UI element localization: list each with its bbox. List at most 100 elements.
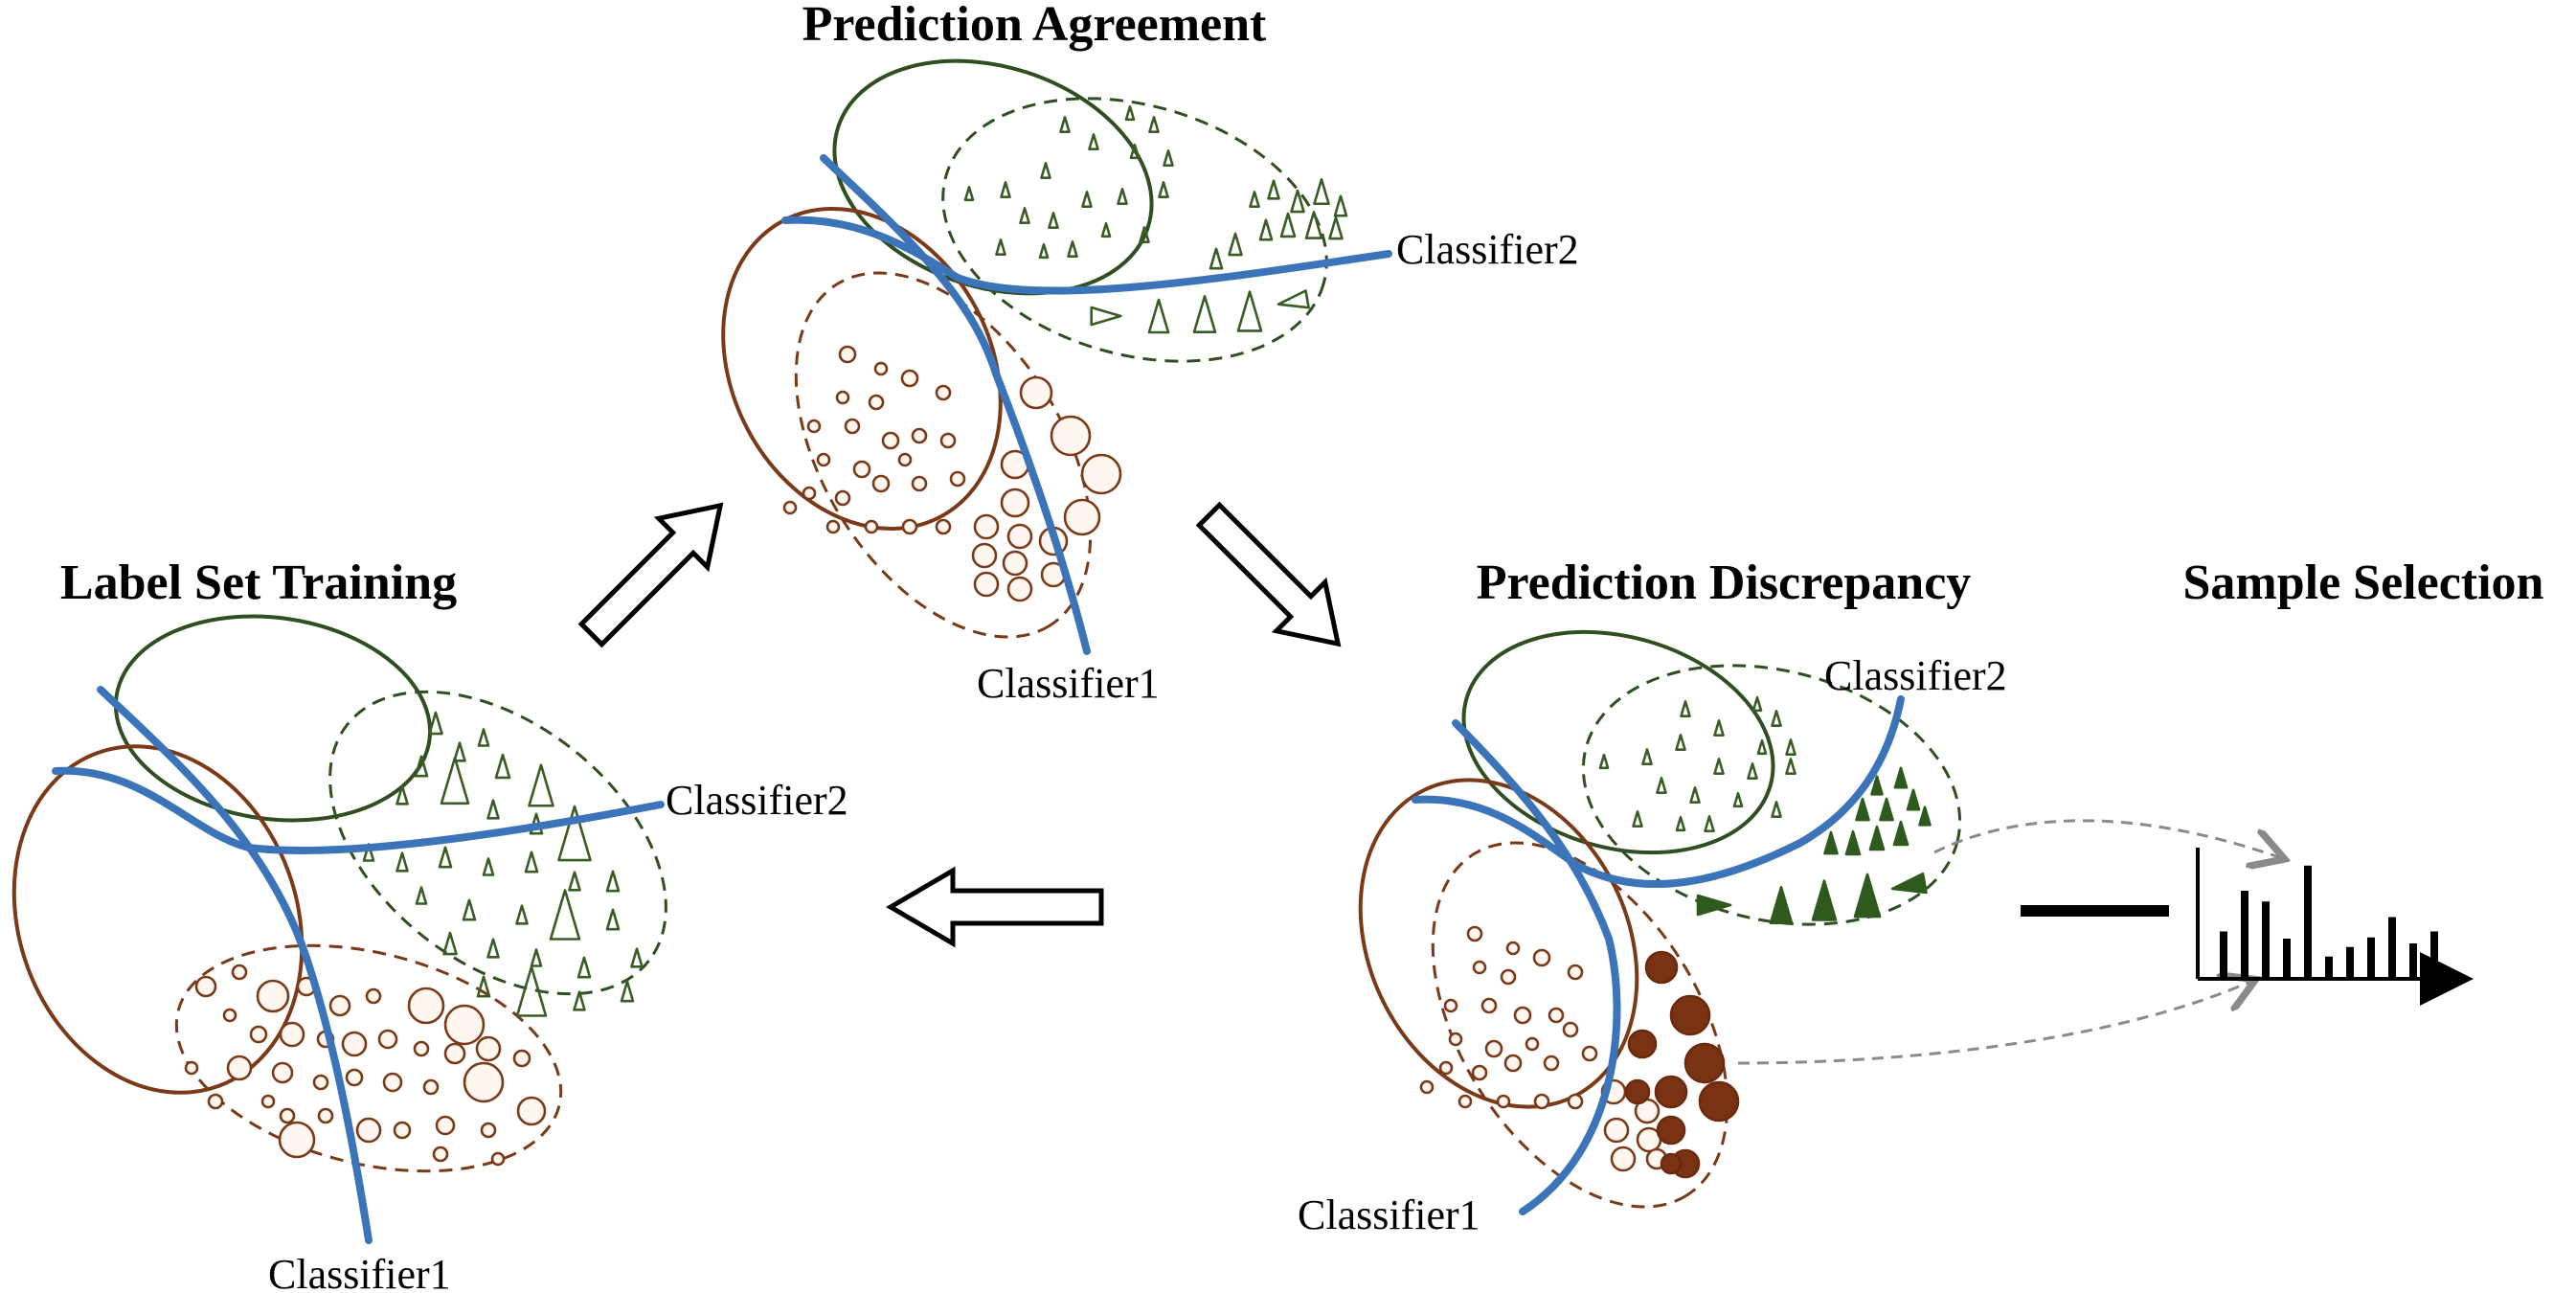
circle-marker: [194, 975, 217, 998]
circle-marker: [260, 1094, 276, 1109]
triangle-marker: [1258, 218, 1274, 241]
circle-marker: [973, 571, 1000, 598]
label-classifier1-1: Classifier1: [268, 1251, 451, 1293]
histogram-bar: [2346, 946, 2354, 977]
circle-marker: [1457, 1094, 1473, 1109]
selection-arrow-circles: [1737, 982, 2250, 1065]
circle-marker: [1006, 523, 1033, 550]
triangle-marker: [1713, 758, 1725, 775]
triangle-marker: [1249, 191, 1260, 208]
triangle-marker: [1158, 181, 1169, 198]
triangle-marker: [530, 948, 543, 967]
circle-marker: [490, 1151, 506, 1167]
circle-marker: [231, 964, 248, 981]
classifier1-boundary-1: [97, 686, 373, 1244]
classifier2-boundary-3: [1412, 695, 1905, 889]
circle-marker: [949, 470, 966, 488]
histogram-bar: [2241, 891, 2248, 977]
circle-marker: [844, 418, 861, 435]
circle-marker: [873, 361, 889, 376]
panel-label-set-training: Label Set Training Classifier2 Classifie…: [11, 556, 848, 1293]
triangle-marker: [1704, 815, 1715, 832]
circle-marker: [1002, 550, 1028, 577]
circle-marker: [868, 394, 885, 411]
triangle-marker: [395, 851, 409, 873]
circle-marker: [1466, 925, 1483, 942]
circle-marker: [971, 542, 998, 569]
triangle-marker: [1090, 306, 1122, 327]
triangle-marker: [440, 756, 470, 805]
circle-marker: [816, 452, 831, 467]
circle-marker: [806, 419, 822, 434]
circle-marker: [1503, 1054, 1523, 1073]
circle-marker: [1050, 415, 1092, 457]
unlabeled-green-region: [941, 97, 1328, 363]
triangle-marker: [1855, 797, 1870, 822]
triangle-marker: [1853, 873, 1882, 919]
triangle-marker: [1641, 748, 1653, 765]
triangle-marker: [1771, 710, 1782, 727]
triangle-marker: [1048, 212, 1059, 229]
triangle-marker: [486, 938, 500, 959]
title-prediction-discrepancy: Prediction Discrepancy: [1477, 556, 1972, 610]
triangle-marker: [1656, 777, 1667, 794]
triangle-marker: [415, 886, 428, 905]
triangle-marker: [1771, 801, 1782, 818]
histogram-bar: [2409, 943, 2417, 977]
circle-marker: [825, 519, 841, 534]
circle-marker: [1438, 1060, 1454, 1076]
circle-marker: [835, 390, 850, 405]
triangle-marker: [1059, 116, 1071, 133]
triangle-marker: [1747, 762, 1758, 780]
circle-marker: [422, 1078, 440, 1096]
circle-marker: [1472, 960, 1487, 975]
triangle-marker: [1598, 753, 1610, 770]
triangle-marker: [414, 755, 429, 778]
classifier2-boundary-2: [781, 216, 1392, 295]
circle-marker: [1567, 964, 1584, 981]
triangle-marker: [1870, 775, 1884, 796]
circle-marker: [871, 474, 891, 493]
circle-marker: [475, 1035, 502, 1062]
triangle-marker: [605, 908, 621, 931]
triangle-marker: [494, 753, 511, 780]
triangle-marker: [1067, 240, 1078, 258]
label-classifier2-2: Classifier2: [1396, 226, 1579, 273]
circle-marker: [911, 427, 928, 444]
circle-marker: [1581, 1045, 1598, 1062]
circle-marker: [1603, 1117, 1630, 1144]
triangle-marker: [1696, 894, 1732, 917]
circle-marker: [463, 1061, 505, 1103]
histogram-bar: [2367, 937, 2375, 977]
circle-marker: [897, 452, 913, 467]
triangle-marker: [1732, 791, 1744, 808]
circle-marker: [901, 518, 918, 535]
triangle-marker: [1147, 298, 1170, 334]
triangle-marker: [1088, 133, 1099, 150]
unlabeled-orange-region: [1431, 841, 1729, 1209]
triangle-marker: [1751, 695, 1763, 713]
panel-sample-selection: Sample Selection: [2021, 556, 2544, 1006]
circle-marker: [1484, 1039, 1503, 1058]
circle-marker: [1660, 1152, 1683, 1175]
circle-marker: [1513, 1006, 1532, 1025]
unlabeled-circles: [184, 964, 547, 1167]
labeled-orange-region: [11, 744, 305, 1095]
circle-marker: [1019, 375, 1053, 410]
circle-marker: [1624, 1078, 1651, 1105]
triangle-marker: [1277, 289, 1310, 309]
triangle-marker: [568, 871, 581, 892]
triangle-marker: [1040, 162, 1051, 179]
circle-marker: [341, 1031, 368, 1057]
selection-histogram: [2196, 848, 2474, 1006]
triangle-marker: [1689, 786, 1701, 804]
triangle-marker: [482, 857, 495, 876]
histogram-bar: [2283, 939, 2291, 977]
label-classifier2-1: Classifier2: [666, 777, 848, 824]
triangle-marker: [477, 728, 490, 747]
circle-marker: [864, 519, 879, 534]
circle-marker: [207, 1093, 224, 1110]
circle-marker: [1644, 950, 1679, 985]
circle-marker: [432, 1146, 449, 1163]
